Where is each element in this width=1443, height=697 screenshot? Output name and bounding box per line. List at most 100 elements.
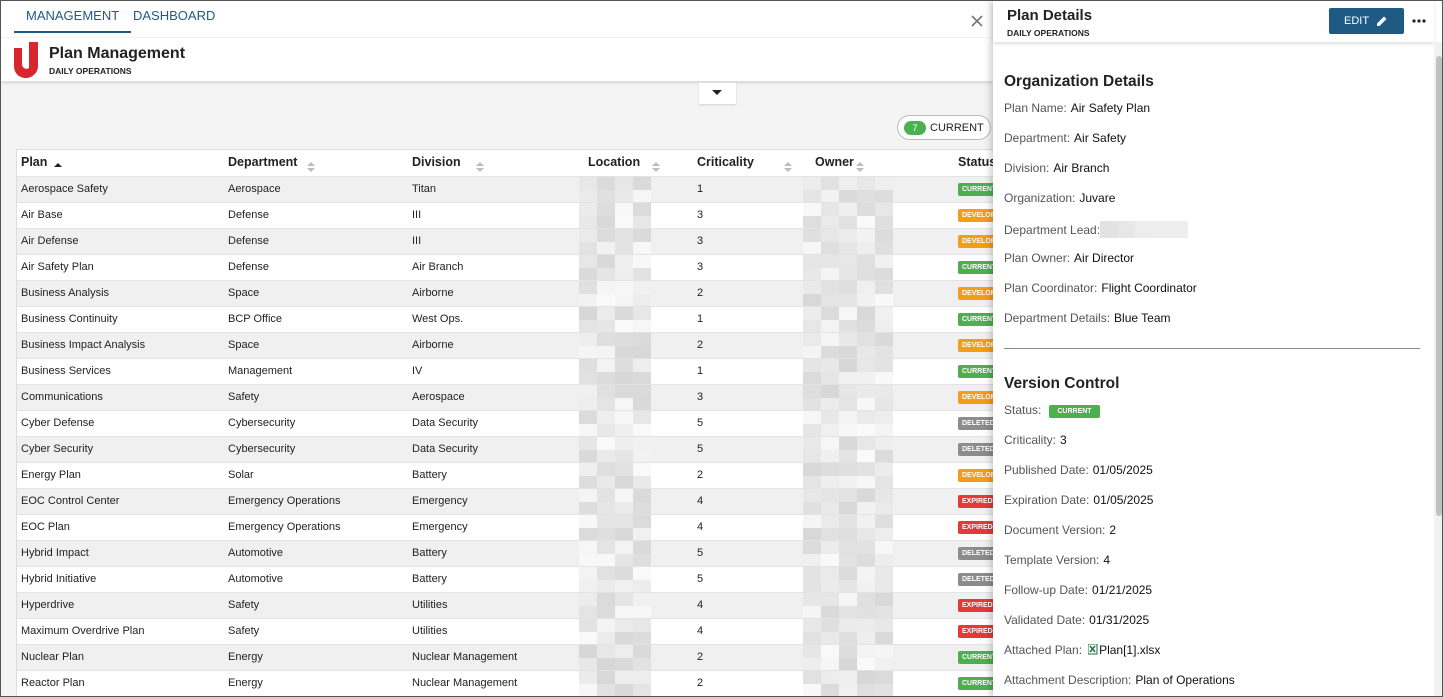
cell: Solar <box>228 469 254 481</box>
redacted-pixel <box>597 411 615 424</box>
redacted-pixel <box>839 216 857 229</box>
panel-subtitle: DAILY OPERATIONS <box>1007 28 1090 38</box>
redacted-pixel <box>875 567 893 580</box>
redacted-pixel <box>803 203 821 216</box>
table-row[interactable]: Business Impact Analysis Space Airborne 2 DE… <box>17 332 997 359</box>
redacted-pixel <box>615 502 633 515</box>
column-header[interactable]: Status <box>958 155 997 169</box>
redacted-pixel <box>579 476 597 489</box>
table-row[interactable]: EOC Plan Emergency Operations Emergency 4 EX… <box>17 514 997 541</box>
column-header[interactable]: Criticality <box>697 155 792 172</box>
field-label: Expiration Date: <box>1004 493 1090 507</box>
section-title: Version Control <box>1004 375 1120 392</box>
redacted-pixel <box>839 580 857 593</box>
field-value: Flight Coordinator <box>1101 281 1197 295</box>
redacted-pixel <box>839 255 857 268</box>
table-row[interactable]: Air Defense Defense III 3 DEVELOPMENT <box>17 228 997 255</box>
redacted-pixel <box>633 281 651 294</box>
cell: Nuclear Management <box>412 651 518 663</box>
field: Follow-up Date: 01/21/2025 <box>1004 583 1152 597</box>
redacted-pixel <box>857 502 875 515</box>
section-title: Organization Details <box>1004 73 1154 90</box>
table-row[interactable]: Business Continuity BCP Office West Ops. 1 C… <box>17 306 997 333</box>
table-row[interactable]: Aerospace Safety Aerospace Titan 1 CURRENT <box>17 176 997 203</box>
column-header[interactable]: Owner <box>815 155 864 172</box>
redacted-pixel <box>875 177 893 190</box>
cell: Space <box>228 287 260 299</box>
table-row[interactable]: Maximum Overdrive Plan Safety Utilities 4 EX… <box>17 618 997 645</box>
filter-chip[interactable]: 7 CURRENT <box>897 115 991 140</box>
plan-table: Plan Department Division Location Criticalit… <box>16 149 997 696</box>
scroll-thumb[interactable] <box>1436 56 1442 516</box>
table-row[interactable]: EOC Control Center Emergency Operations Em… <box>17 488 997 515</box>
column-header[interactable]: Location <box>588 155 660 172</box>
field-value[interactable]: Plan[1].xlsx <box>1099 643 1161 657</box>
cell: Air Defense <box>21 235 79 247</box>
tab[interactable]: MANAGEMENT <box>14 1 132 33</box>
redacted-pixel <box>615 541 633 554</box>
table-row[interactable]: Cyber Defense Cybersecurity Data Security 5… <box>17 410 997 437</box>
redacted-pixel <box>857 307 875 320</box>
column-header[interactable]: Department <box>228 155 315 172</box>
status-badge: DEVELOPMENT <box>958 391 997 404</box>
more-button[interactable] <box>1411 13 1427 29</box>
table-row[interactable]: Business Services Management IV 1 CURRENT <box>17 358 997 385</box>
redacted-pixel <box>839 346 857 359</box>
redacted-pixel <box>839 645 857 658</box>
cell: Emergency Operations <box>228 495 341 507</box>
edit-button[interactable]: EDIT <box>1329 8 1404 34</box>
table-row[interactable]: Energy Plan Solar Battery 2 DEVELOPMENT <box>17 462 997 489</box>
redacted-pixel <box>875 606 893 619</box>
redacted-pixel <box>579 203 597 216</box>
table-row[interactable]: Air Base Defense III 3 DEVELOPMENT <box>17 202 997 229</box>
redacted-pixel <box>615 255 633 268</box>
dropdown-button[interactable] <box>699 83 736 104</box>
column-header[interactable]: Division <box>412 155 484 172</box>
table-row[interactable]: Nuclear Plan Energy Nuclear Management 2 CUR… <box>17 644 997 671</box>
divider <box>1004 348 1420 349</box>
table-row[interactable]: Communications Safety Aerospace 3 DEVELOPMEN… <box>17 384 997 411</box>
redacted-pixel <box>857 671 875 684</box>
redacted-pixel <box>579 216 597 229</box>
scrollbar[interactable] <box>1434 42 1442 696</box>
redacted-pixel <box>821 268 839 281</box>
redacted-pixel <box>839 684 857 696</box>
redacted-pixel <box>579 450 597 463</box>
redacted-pixel <box>615 346 633 359</box>
column-header[interactable]: Plan <box>21 155 63 169</box>
redacted-pixel <box>821 255 839 268</box>
redacted-pixel <box>579 515 597 528</box>
redacted-pixel <box>839 203 857 216</box>
redacted-pixel <box>615 242 633 255</box>
redacted-pixel <box>615 320 633 333</box>
close-button[interactable] <box>969 13 985 29</box>
table-row[interactable]: Business Analysis Space Airborne 2 DEVELOPME… <box>17 280 997 307</box>
table-row[interactable]: Air Safety Plan Defense Air Branch 3 CURRENT <box>17 254 997 281</box>
redacted-pixel <box>857 294 875 307</box>
table-row[interactable]: Hybrid Impact Automotive Battery 5 DELETED <box>17 540 997 567</box>
status-badge: DEVELOPMENT <box>958 287 997 300</box>
status-badge: DEVELOPMENT <box>958 469 997 482</box>
cell: Nuclear Plan <box>21 651 84 663</box>
redacted-pixel <box>857 255 875 268</box>
redacted-pixel <box>821 606 839 619</box>
table-row[interactable]: Reactor Plan Energy Nuclear Management 2 CUR… <box>17 670 997 696</box>
redacted-pixel <box>839 307 857 320</box>
cell: Safety <box>228 599 260 611</box>
tab[interactable]: DASHBOARD <box>133 8 216 23</box>
table-row[interactable]: Cyber Security Cybersecurity Data Security… <box>17 436 997 463</box>
table-row[interactable]: Hybrid Initiative Automotive Battery 5 DELET… <box>17 566 997 593</box>
redacted-pixel <box>597 424 615 437</box>
field-value: 3 <box>1060 433 1067 447</box>
redacted-pixel <box>821 476 839 489</box>
redacted-pixel <box>579 580 597 593</box>
field: Division: Air Branch <box>1004 161 1109 175</box>
table-row[interactable]: Hyperdrive Safety Utilities 4 EXPIRED <box>17 592 997 619</box>
redacted-pixel <box>633 294 651 307</box>
redacted-pixel <box>857 398 875 411</box>
cell: Emergency <box>412 495 468 507</box>
redacted-pixel <box>803 437 821 450</box>
edit-label: EDIT <box>1344 15 1370 27</box>
redacted-pixel <box>597 398 615 411</box>
